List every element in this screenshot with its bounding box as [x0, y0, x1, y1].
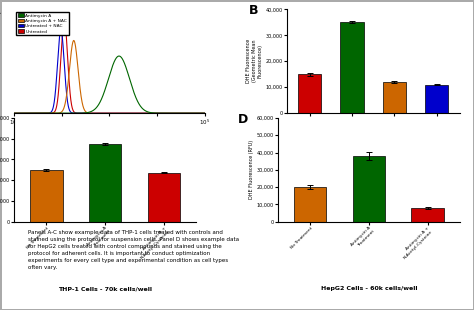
Y-axis label: DHE Fluorescence (RFU): DHE Fluorescence (RFU): [249, 140, 254, 199]
Bar: [425, 85, 448, 113]
Bar: [383, 82, 406, 113]
Bar: [411, 208, 444, 222]
Bar: [148, 173, 180, 222]
Text: D: D: [238, 113, 248, 126]
Bar: [353, 156, 385, 222]
Bar: [294, 187, 326, 222]
Bar: [30, 170, 63, 222]
Bar: [298, 74, 321, 113]
Text: A: A: [0, 4, 1, 17]
Text: THP-1 Cells - 70k cells/well: THP-1 Cells - 70k cells/well: [58, 286, 152, 291]
X-axis label: DHE: DHE: [102, 128, 117, 134]
Y-axis label: DHE Fluorescence
(Geometric Mean
Fluorescence): DHE Fluorescence (Geometric Mean Fluores…: [246, 39, 263, 83]
Bar: [340, 22, 364, 113]
Legend: Antimycin A, Antimycin A + NAC, Untreated + NAC, Untreated: Antimycin A, Antimycin A + NAC, Untreate…: [17, 11, 69, 35]
Bar: [89, 144, 121, 222]
Text: HepG2 Cells - 60k cells/well: HepG2 Cells - 60k cells/well: [320, 286, 417, 291]
Text: N-acetyl Cysteine (NAC): N-acetyl Cysteine (NAC): [78, 144, 141, 149]
Text: B: B: [248, 4, 258, 17]
Text: Panels A-C show example data of THP-1 cells treated with controls and
stained us: Panels A-C show example data of THP-1 ce…: [27, 230, 239, 270]
